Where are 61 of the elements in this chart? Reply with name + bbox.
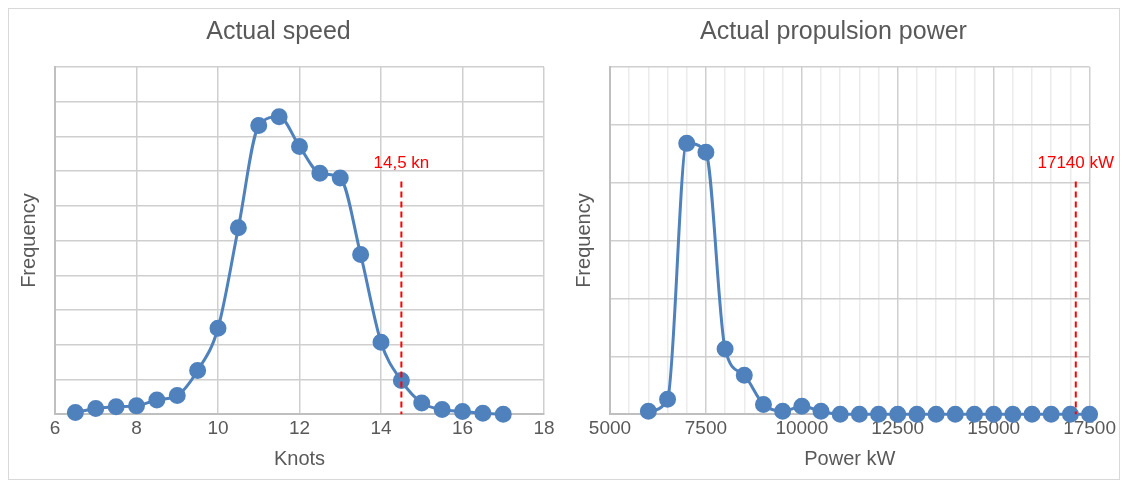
point [128, 397, 145, 415]
x-tick-label: 5000 [588, 416, 632, 438]
point [352, 245, 370, 263]
point [927, 405, 945, 423]
point [209, 319, 227, 337]
x-tick-label: 8 [131, 416, 142, 438]
x-axis-title: Power kW [804, 446, 896, 469]
point [831, 405, 849, 423]
point [1004, 405, 1022, 423]
point [148, 391, 166, 409]
point [494, 405, 512, 423]
point [66, 403, 84, 421]
point [311, 164, 329, 182]
point [735, 366, 753, 384]
x-tick-label: 14 [370, 416, 392, 438]
point [454, 403, 471, 421]
point [474, 404, 492, 422]
point [331, 169, 349, 187]
point [659, 390, 677, 408]
point [270, 108, 288, 126]
x-tick-label: 6 [49, 416, 61, 438]
y-axis-title: Frequency [571, 193, 594, 288]
point [697, 143, 715, 161]
x-tick-label: 7500 [684, 416, 728, 438]
point [870, 405, 888, 423]
point [1023, 405, 1041, 423]
ref-line-label: 14,5 kn [373, 152, 430, 172]
point [189, 361, 207, 379]
point [1061, 405, 1079, 423]
point [1042, 405, 1060, 423]
point [716, 340, 734, 358]
point [793, 397, 811, 415]
x-tick-label: 10 [207, 416, 229, 438]
point [413, 394, 431, 412]
point [639, 402, 657, 420]
chart-title: Actual propulsion power [700, 15, 967, 44]
chart-title: Actual speed [206, 15, 351, 44]
point [229, 219, 247, 237]
point [107, 398, 125, 416]
x-axis-title: Knots [273, 446, 326, 469]
point [433, 400, 451, 418]
point [250, 117, 268, 135]
point [87, 400, 105, 418]
point [754, 395, 772, 413]
point [678, 134, 696, 152]
ref-line-label: 17140 kW [1037, 152, 1115, 172]
x-tick-label: 18 [533, 416, 555, 438]
point [946, 405, 964, 423]
point [812, 402, 830, 420]
point [774, 402, 792, 420]
point [372, 333, 390, 351]
y-axis-title: Frequency [16, 193, 39, 288]
point [908, 405, 926, 423]
x-tick-label: 12 [288, 416, 311, 438]
point [850, 405, 868, 423]
x-tick-label: 15000 [967, 416, 1021, 438]
x-tick-label: 16 [451, 416, 474, 438]
x-tick-label: 10000 [775, 416, 829, 438]
point [291, 137, 308, 155]
point [965, 405, 983, 423]
point [168, 386, 186, 404]
